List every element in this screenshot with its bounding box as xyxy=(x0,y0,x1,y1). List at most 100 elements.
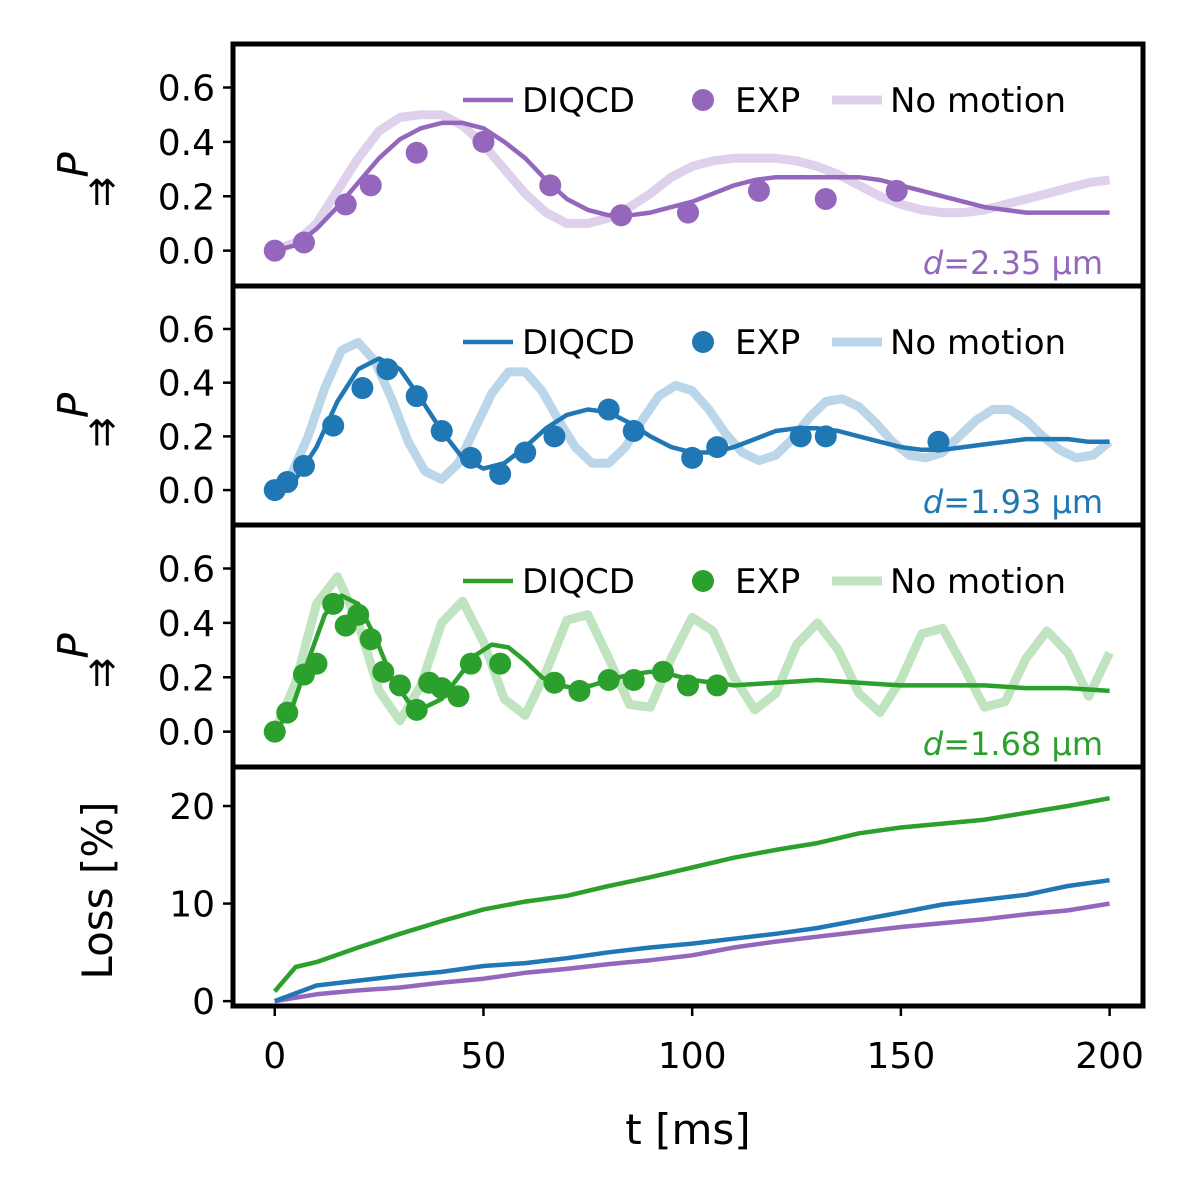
exp-point xyxy=(568,679,591,702)
legend-label-exp: EXP xyxy=(735,81,800,121)
exp-point xyxy=(305,652,328,675)
series-no-motion-line xyxy=(271,337,1113,494)
exp-point xyxy=(747,179,770,202)
exp-point xyxy=(514,441,537,464)
legend-swatch-exp xyxy=(692,89,714,111)
exp-point xyxy=(622,668,645,691)
y-tick-label: 0.0 xyxy=(158,713,215,754)
legend: DIQCD EXP No motion xyxy=(463,81,1066,121)
exp-point xyxy=(322,592,345,615)
exp-point xyxy=(597,398,620,421)
legend-label-diqcd: DIQCD xyxy=(522,81,635,121)
exp-point xyxy=(543,425,566,448)
exp-point xyxy=(489,652,512,675)
y-axis-label-sub: ⇈ xyxy=(87,654,117,695)
legend-swatch-exp xyxy=(692,570,714,592)
exp-point xyxy=(376,358,399,381)
exp-point xyxy=(447,685,470,708)
panel-top: 0.6 0.4 0.2 0.0 P⇈ DIQCD EXP No motion d=2.35 μm xyxy=(49,41,1146,289)
distance-annotation: d=2.35 μm xyxy=(923,244,1103,282)
legend: DIQCD EXP No motion xyxy=(463,323,1066,363)
exp-point xyxy=(276,471,299,494)
y-tick-label: 10 xyxy=(169,885,215,926)
exp-point xyxy=(372,660,395,683)
exp-point xyxy=(814,187,837,210)
exp-point xyxy=(359,174,382,197)
exp-point xyxy=(681,446,704,469)
plot-area xyxy=(263,337,1113,502)
series-diqcd-line xyxy=(274,120,1110,253)
y-tick-label: 20 xyxy=(169,787,215,828)
exp-point xyxy=(927,430,950,453)
x-tick-label: 200 xyxy=(1075,1036,1144,1077)
x-tick-label: 50 xyxy=(461,1036,507,1077)
y-axis-label-main: P xyxy=(49,152,98,178)
x-tick-label: 100 xyxy=(658,1036,727,1077)
y-axis-label: P⇈ xyxy=(49,633,117,695)
y-axis-label-main: P xyxy=(49,633,98,659)
series-no-motion-line xyxy=(273,110,1111,255)
exp-point xyxy=(263,239,286,262)
exp-point xyxy=(430,420,453,443)
plot-area xyxy=(263,572,1114,743)
exp-point xyxy=(489,462,512,485)
panel-middle: 0.6 0.4 0.2 0.0 P⇈ DIQCD EXP No motion d=1.93 μm xyxy=(49,283,1146,528)
exp-point xyxy=(276,701,299,724)
y-axis-label: P⇈ xyxy=(49,392,117,454)
y-tick-label: 0.2 xyxy=(158,417,215,458)
exp-point xyxy=(651,660,674,683)
exp-point xyxy=(885,179,908,202)
exp-point xyxy=(677,674,699,697)
exp-point xyxy=(459,446,482,469)
y-tick-label: 0.0 xyxy=(158,471,215,512)
exp-point xyxy=(706,674,729,697)
y-tick-label: 0.4 xyxy=(158,364,215,405)
legend-label-no-motion: No motion xyxy=(890,562,1066,602)
panel-lower: 0.6 0.4 0.2 0.0 P⇈ DIQCD EXP No motion d=1.68 μm xyxy=(49,522,1146,770)
exp-point xyxy=(347,603,370,626)
exp-point xyxy=(359,628,382,651)
y-tick-label: 0.4 xyxy=(158,123,215,164)
exp-point xyxy=(292,231,315,254)
plot-area xyxy=(263,110,1111,262)
legend-label-no-motion: No motion xyxy=(890,323,1066,363)
exp-point xyxy=(351,377,374,400)
exp-point xyxy=(430,677,453,700)
loss-line-2 xyxy=(272,795,1111,993)
distance-annotation: d=1.93 μm xyxy=(923,483,1103,521)
exp-point xyxy=(789,425,812,448)
y-axis-label-sub: ⇈ xyxy=(87,414,117,455)
legend-label-exp: EXP xyxy=(735,323,800,363)
exp-point xyxy=(388,674,411,697)
loss-line-1 xyxy=(273,877,1110,1004)
loss-y-axis-label: Loss [%] xyxy=(73,801,122,979)
exp-point xyxy=(405,141,428,164)
exp-point xyxy=(677,201,699,224)
exp-point xyxy=(597,668,620,691)
exp-point xyxy=(405,385,428,408)
exp-point xyxy=(263,720,286,743)
legend-label-exp: EXP xyxy=(735,562,800,602)
legend-label-diqcd: DIQCD xyxy=(522,323,635,363)
distance-annotation: d=1.68 μm xyxy=(923,725,1103,763)
exp-point xyxy=(292,454,315,477)
y-tick-label: 0 xyxy=(192,982,215,1023)
x-tick-label: 0 xyxy=(263,1036,286,1077)
legend-swatch-exp xyxy=(692,331,714,353)
y-tick-label: 0.2 xyxy=(158,177,215,218)
y-tick-label: 0.6 xyxy=(158,550,215,591)
y-tick-label: 0.2 xyxy=(158,658,215,699)
y-axis-label-sub: ⇈ xyxy=(87,173,117,214)
legend-label-no-motion: No motion xyxy=(890,81,1066,121)
y-tick-label: 0.6 xyxy=(158,310,215,351)
loss-line-0 xyxy=(274,901,1110,1004)
exp-point xyxy=(622,420,645,443)
y-tick-label: 0.4 xyxy=(158,604,215,645)
exp-point xyxy=(543,671,566,694)
exp-point xyxy=(334,193,357,216)
y-tick-label: 0.6 xyxy=(158,69,215,110)
exp-point xyxy=(459,652,482,675)
